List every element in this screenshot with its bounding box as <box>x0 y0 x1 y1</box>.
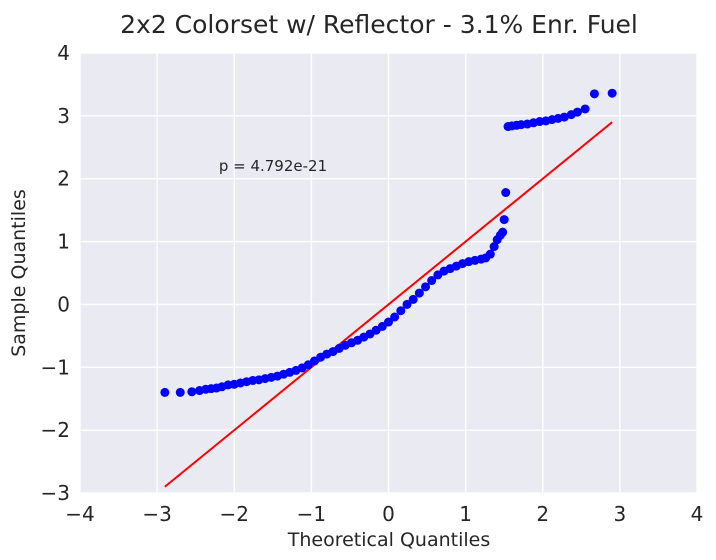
y-axis-label: Sample Quantiles <box>8 189 30 357</box>
x-tick-labels: −4 −3 −2 −1 0 1 2 3 4 <box>65 502 703 526</box>
y-tick-label: −2 <box>41 418 70 442</box>
data-point <box>485 249 495 259</box>
data-point <box>489 242 499 252</box>
reference-line <box>164 121 613 488</box>
y-tick-label: 1 <box>57 230 70 254</box>
x-tick-label: 0 <box>382 502 395 526</box>
grid-lines <box>79 52 698 494</box>
x-tick-label: 4 <box>691 502 704 526</box>
data-point <box>589 89 599 99</box>
data-point <box>559 112 569 122</box>
data-point <box>499 215 509 225</box>
chart-title: 2x2 Colorset w/ Reflector - 3.1% Enr. Fu… <box>120 10 638 39</box>
x-tick-label: −1 <box>297 502 326 526</box>
x-tick-label: −4 <box>65 502 94 526</box>
y-tick-label: 4 <box>57 41 70 65</box>
data-point <box>501 188 511 198</box>
y-tick-labels: −3 −2 −1 0 1 2 3 4 <box>41 41 70 505</box>
data-point <box>427 276 437 286</box>
x-tick-label: 2 <box>536 502 549 526</box>
data-point <box>498 227 508 237</box>
data-point <box>175 387 185 397</box>
data-point <box>572 107 582 117</box>
y-tick-label: 3 <box>57 104 70 128</box>
y-tick-label: 2 <box>57 167 70 191</box>
data-point <box>396 306 406 316</box>
data-point <box>408 294 418 304</box>
y-tick-label: −1 <box>41 355 70 379</box>
data-point <box>414 288 424 298</box>
x-tick-label: 1 <box>459 502 472 526</box>
x-axis-label: Theoretical Quantiles <box>287 529 490 551</box>
y-tick-label: −3 <box>41 481 70 505</box>
data-point <box>421 282 431 292</box>
data-point <box>160 387 170 397</box>
y-tick-label: 0 <box>57 292 70 316</box>
data-point <box>402 299 412 309</box>
data-point <box>187 387 197 397</box>
data-point <box>607 88 617 98</box>
x-tick-label: −3 <box>142 502 171 526</box>
data-points <box>160 88 617 397</box>
x-tick-label: −2 <box>220 502 249 526</box>
x-tick-label: 3 <box>614 502 627 526</box>
data-point <box>390 312 400 322</box>
p-value-annotation: p = 4.792e-21 <box>219 157 327 175</box>
data-point <box>580 104 590 114</box>
data-point <box>384 317 393 327</box>
